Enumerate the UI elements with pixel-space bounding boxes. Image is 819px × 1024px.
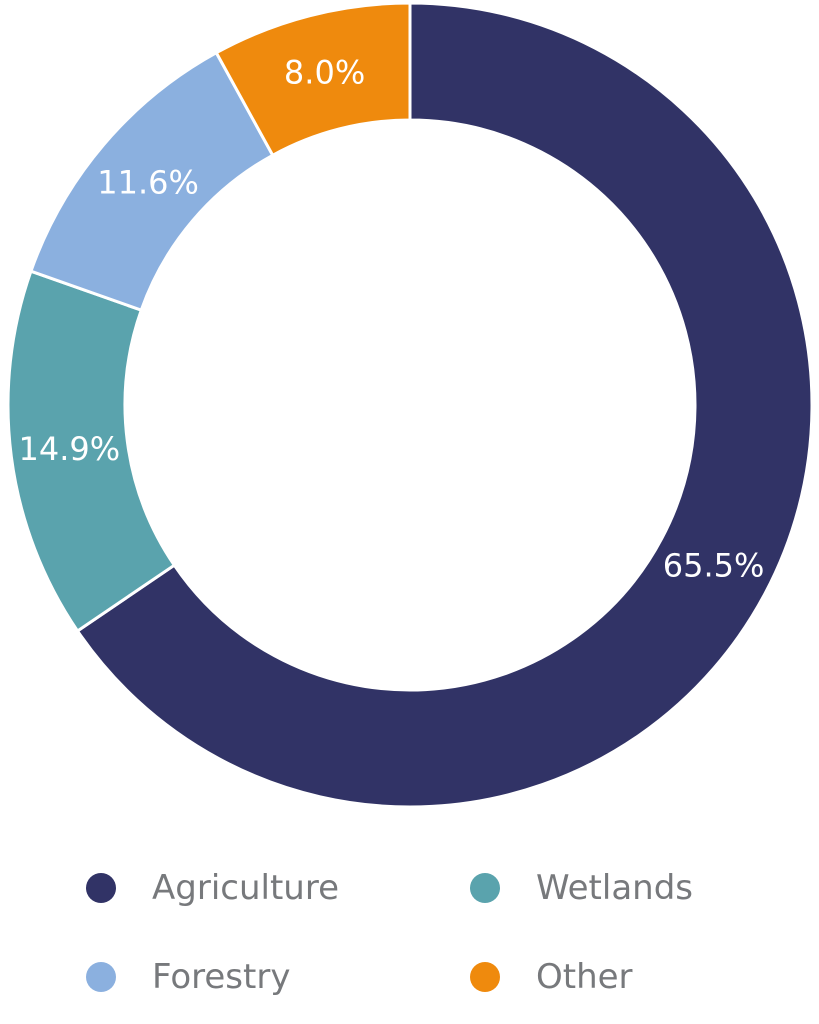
legend-item-other: Other [470,947,633,1007]
legend-item-forestry: Forestry [86,947,290,1007]
slice-value-label-forestry: 11.6% [97,164,199,202]
legend-swatch-agriculture [86,873,116,903]
chart-legend: Agriculture Wetlands Forestry Other [0,840,819,1024]
legend-swatch-forestry [86,962,116,992]
legend-label-other: Other [536,957,633,997]
legend-swatch-wetlands [470,873,500,903]
slice-value-label-agriculture: 65.5% [663,547,765,585]
slice-agriculture [75,1,814,809]
slice-value-label-other: 8.0% [284,53,365,91]
legend-label-wetlands: Wetlands [536,868,694,908]
legend-item-wetlands: Wetlands [470,858,693,918]
slice-value-label-wetlands: 14.9% [19,430,121,468]
legend-label-forestry: Forestry [152,957,291,997]
donut-chart: 65.5% 14.9% 11.6% 8.0% [6,1,814,809]
legend-item-agriculture: Agriculture [86,858,339,918]
legend-label-agriculture: Agriculture [152,868,339,908]
slice-other [214,1,412,158]
legend-swatch-other [470,962,500,992]
